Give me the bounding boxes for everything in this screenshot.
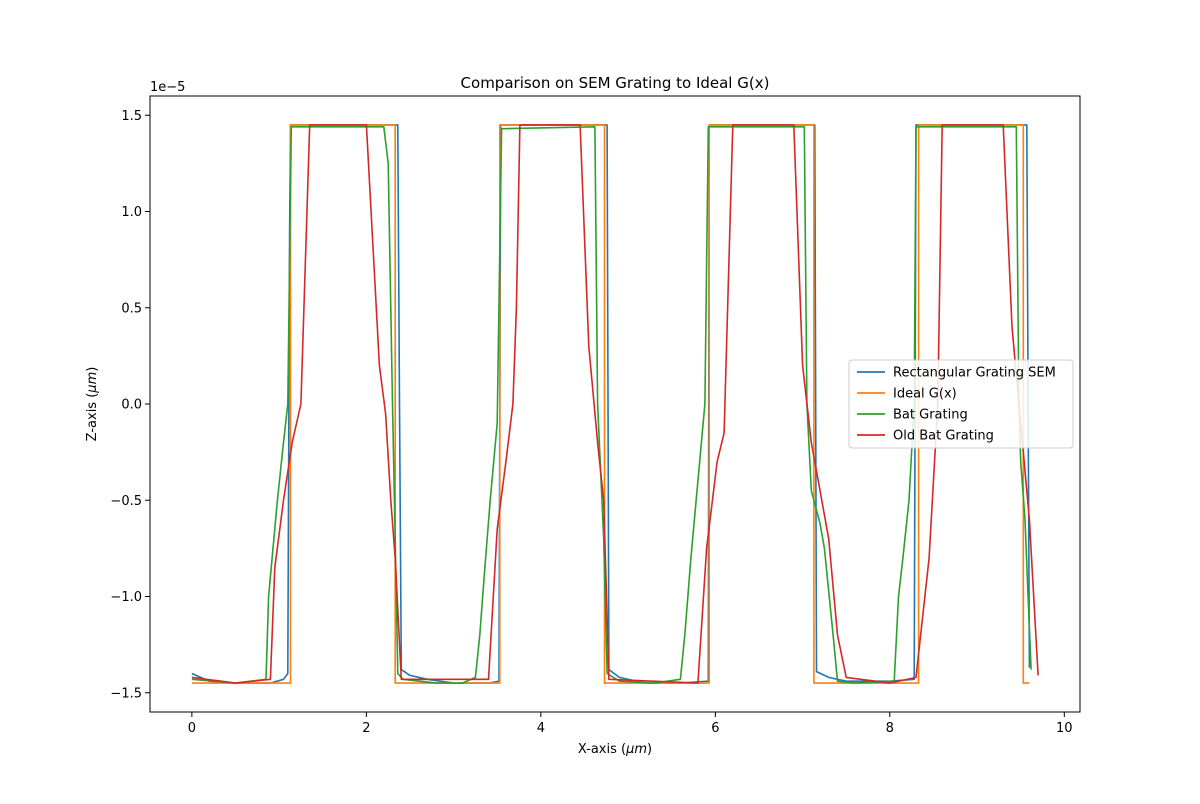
legend-entries: Rectangular Grating SEM Ideal G(x) Bat Gra… xyxy=(857,366,1056,444)
x-axis-label-close: ) xyxy=(647,742,652,757)
y-axis-label: Z-axis (μm) xyxy=(85,367,100,442)
y-tick-label: −1.5 xyxy=(110,686,142,701)
x-tick-label: 10 xyxy=(1056,721,1073,736)
y-tick-label: 1.0 xyxy=(121,205,142,220)
y-tick-label: 0.0 xyxy=(121,398,142,413)
x-axis-label: X-axis (μm) xyxy=(578,742,652,757)
series-line-4 xyxy=(191,124,1039,684)
legend-label: Rectangular Grating SEM xyxy=(893,366,1056,381)
y-axis-label-unit: μm xyxy=(85,372,100,394)
x-tick-label: 0 xyxy=(188,721,196,736)
y-axis-label-close: ) xyxy=(85,367,100,372)
legend-box xyxy=(848,359,1074,449)
chart-title: Comparison on SEM Grating to Ideal G(x) xyxy=(461,74,770,92)
legend-label: Bat Grating xyxy=(893,408,968,423)
y-tick-label: −1.0 xyxy=(110,590,142,605)
y-tick-label: −0.5 xyxy=(110,494,142,509)
x-tick-label: 8 xyxy=(886,721,894,736)
legend-label: Old Bat Grating xyxy=(893,429,994,444)
x-tick-label: 4 xyxy=(537,721,545,736)
series-line-3 xyxy=(191,126,1032,684)
x-tick-label: 6 xyxy=(711,721,719,736)
x-tick-label: 2 xyxy=(362,721,370,736)
y-axis-offset-text: 1e−5 xyxy=(150,80,185,95)
y-axis-ticks: −1.5 −1.0 −0.5 0.0 0.5 1.0 1.5 xyxy=(110,109,150,701)
y-tick-label: 0.5 xyxy=(121,301,142,316)
y-tick-label: 1.5 xyxy=(121,109,142,124)
legend-label: Ideal G(x) xyxy=(893,387,957,402)
x-axis-label-text: X-axis ( xyxy=(578,742,626,757)
x-axis-ticks: 0 2 4 6 8 10 xyxy=(188,712,1073,736)
legend: Rectangular Grating SEM Ideal G(x) Bat Gra… xyxy=(848,359,1074,449)
x-axis-label-unit: μm xyxy=(625,742,647,757)
series-layer xyxy=(191,124,1039,684)
y-axis-label-text: Z-axis ( xyxy=(85,393,100,442)
